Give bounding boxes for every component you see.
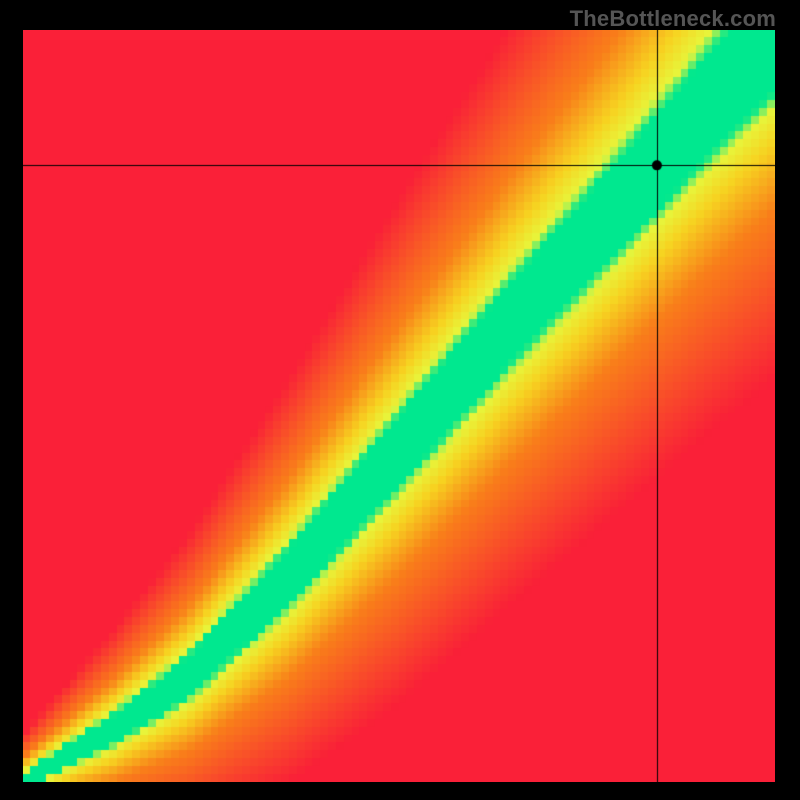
bottleneck-heatmap bbox=[23, 30, 775, 782]
watermark-text: TheBottleneck.com bbox=[570, 6, 776, 32]
